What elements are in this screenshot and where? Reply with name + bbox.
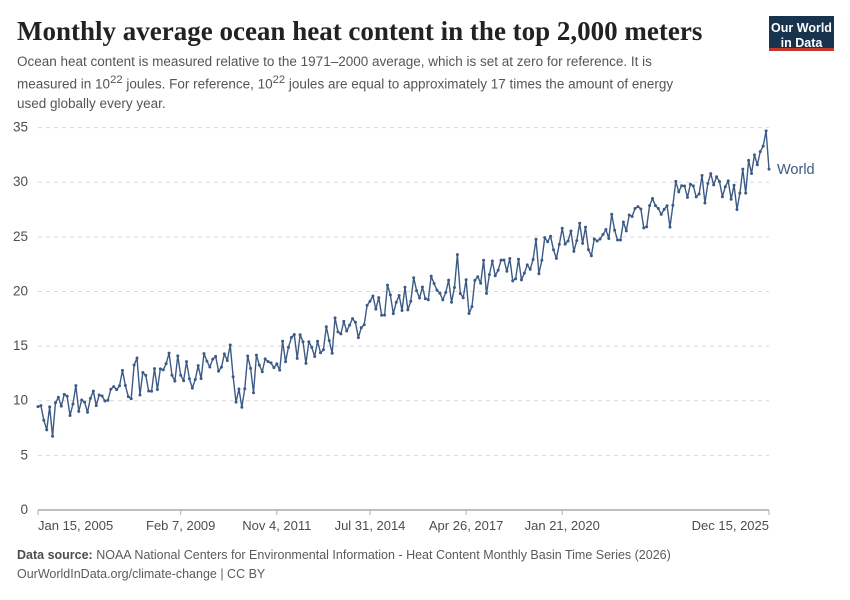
svg-text:30: 30 xyxy=(13,174,28,189)
svg-text:Nov 4, 2011: Nov 4, 2011 xyxy=(242,518,311,533)
svg-text:25: 25 xyxy=(13,229,28,244)
svg-text:Jan 21, 2020: Jan 21, 2020 xyxy=(525,518,600,533)
svg-text:20: 20 xyxy=(13,283,28,298)
svg-text:5: 5 xyxy=(20,447,28,462)
svg-text:World: World xyxy=(777,162,815,178)
svg-text:35: 35 xyxy=(13,120,28,135)
svg-text:15: 15 xyxy=(13,338,28,353)
svg-text:Apr 26, 2017: Apr 26, 2017 xyxy=(429,518,503,533)
svg-text:Jan 15, 2005: Jan 15, 2005 xyxy=(38,518,113,533)
svg-text:Jul 31, 2014: Jul 31, 2014 xyxy=(335,518,406,533)
svg-text:0: 0 xyxy=(20,502,28,517)
svg-text:Feb 7, 2009: Feb 7, 2009 xyxy=(146,518,215,533)
svg-text:10: 10 xyxy=(13,393,28,408)
svg-text:Dec 15, 2025: Dec 15, 2025 xyxy=(692,518,769,533)
